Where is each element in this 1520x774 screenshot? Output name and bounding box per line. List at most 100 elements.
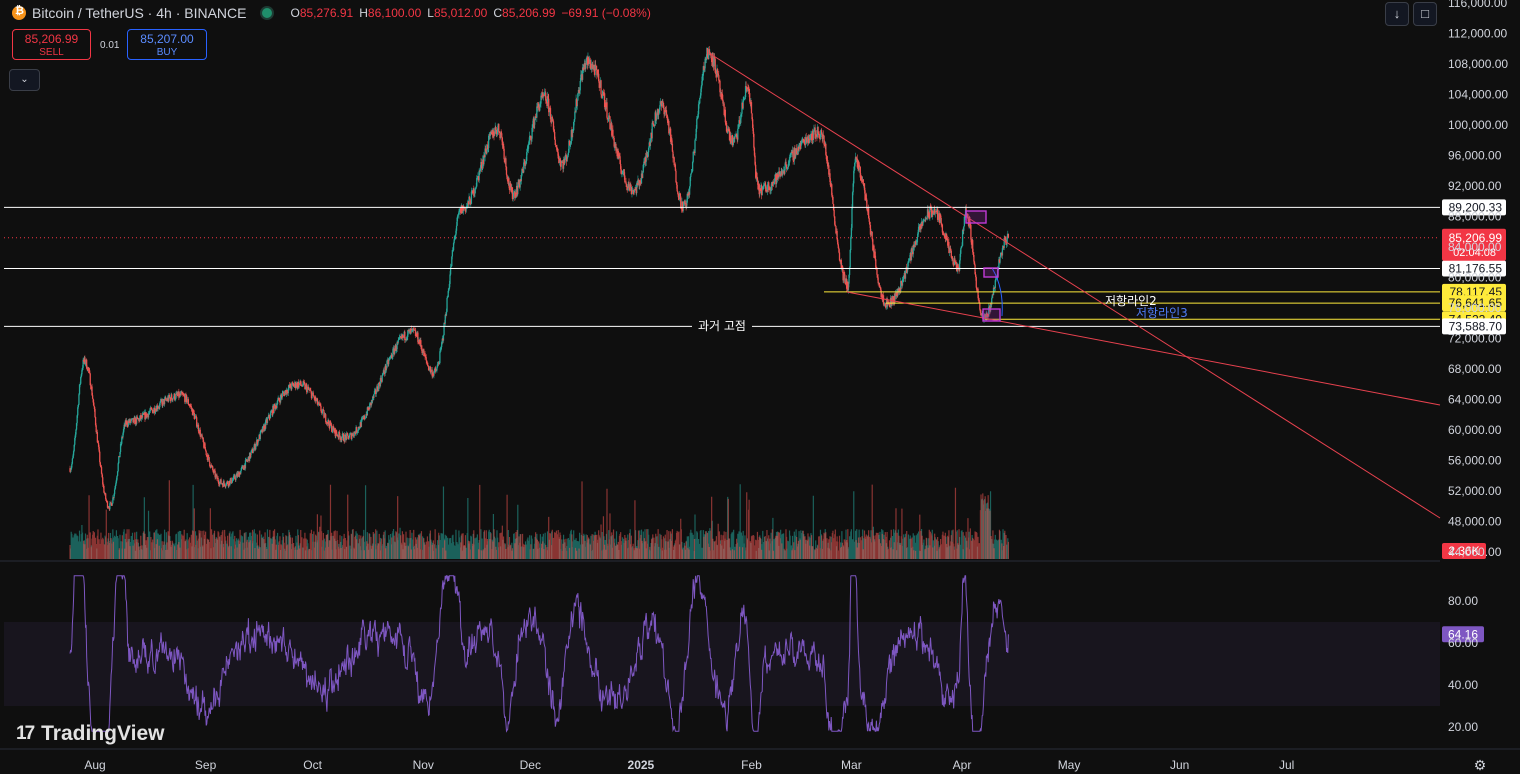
volume-last-label: 2.36K <box>1448 544 1479 558</box>
y-tick-label: 96,000.00 <box>1448 149 1502 163</box>
x-tick-label: Sep <box>195 758 217 772</box>
x-tick-label: Jun <box>1170 758 1189 772</box>
y-tick-label: 64,000.00 <box>1448 393 1502 407</box>
y-tick-label: 88,000.00 <box>1448 210 1502 224</box>
candle-bodies-down <box>69 48 1010 510</box>
x-tick-label: Dec <box>520 758 541 772</box>
download-arrow-icon[interactable]: ↓ <box>1385 2 1409 26</box>
level-label-bg <box>1442 295 1506 312</box>
annotation-past-high: 과거 고점 <box>698 319 746 333</box>
x-tick-label: Feb <box>741 758 762 772</box>
level-label: 73,588.70 <box>1449 319 1503 333</box>
level-label: 81,176.55 <box>1449 262 1503 276</box>
y-tick-label: 60,000.00 <box>1448 423 1502 437</box>
rsi-last-label: 64.16 <box>1448 627 1478 641</box>
settings-gear-icon: ⚙ <box>1474 757 1487 773</box>
volume-label-bg <box>1442 543 1486 559</box>
x-tick-label: Oct <box>303 758 322 772</box>
change-value: −69.91 (−0.08%) <box>561 6 651 20</box>
low-key: L <box>427 6 434 20</box>
y-tick-label: 100,000.00 <box>1448 118 1508 132</box>
y-tick-label: 72,000.00 <box>1448 332 1502 346</box>
y-tick-label: 80,000.00 <box>1448 271 1502 285</box>
spread-value: 0.01 <box>100 40 120 51</box>
candle-countdown-label: 02:04:08 <box>1453 247 1496 259</box>
rsi-tick-label: 80.00 <box>1448 594 1478 608</box>
high-value: 86,100.00 <box>367 6 422 20</box>
y-tick-label: 76,000.00 <box>1448 301 1502 315</box>
y-tick-label: 68,000.00 <box>1448 362 1502 376</box>
collapse-chevron-icon[interactable]: ⌄ <box>9 69 40 91</box>
y-tick-label: 84,000.00 <box>1448 240 1502 254</box>
x-tick-label: Apr <box>953 758 972 772</box>
y-tick-label: 104,000.00 <box>1448 88 1508 102</box>
grid-lines <box>0 560 1520 750</box>
sell-label: SELL <box>39 47 64 58</box>
level-label-bg <box>1442 199 1506 216</box>
resistance-trendline <box>708 52 1441 519</box>
rsi-tick-label: 60.00 <box>1448 636 1478 650</box>
buy-button[interactable]: 85,207.00 BUY <box>127 29 207 60</box>
x-tick-label: Aug <box>84 758 105 772</box>
rsi-line <box>69 575 1009 733</box>
open-key: O <box>290 6 300 20</box>
close-value: 85,206.99 <box>502 6 556 20</box>
blue-curve <box>991 267 1003 317</box>
low-value: 85,012.00 <box>433 6 488 20</box>
tradingview-logo[interactable]: 17 TradingView <box>16 722 164 746</box>
x-tick-label: May <box>1058 758 1081 772</box>
sell-price: 85,206.99 <box>24 32 79 46</box>
y-tick-label: 92,000.00 <box>1448 179 1502 193</box>
rsi-tick-label: 40.00 <box>1448 678 1478 692</box>
y-tick-label: 116,000.00 <box>1448 0 1507 10</box>
level-label-bg <box>1442 318 1506 335</box>
buy-price: 85,207.00 <box>140 32 194 46</box>
annotation-bg <box>692 318 752 333</box>
sell-button[interactable]: 85,206.99 SELL <box>12 29 91 60</box>
support-trendline <box>846 291 1441 406</box>
y-tick-label: 112,000.00 <box>1448 27 1507 41</box>
chart-header: Bitcoin / TetherUS · 4h · BINANCE O85,27… <box>12 4 651 22</box>
tradingview-logo-text: TradingView <box>41 722 165 745</box>
x-tick-label: Nov <box>413 758 434 772</box>
rsi-label-bg <box>1442 626 1484 643</box>
rsi-line-path <box>69 575 1009 733</box>
annotation-resistance-3: 저항라인3 <box>1136 306 1188 320</box>
highlight-box <box>982 308 1001 322</box>
rsi-band-fill <box>4 622 1440 706</box>
rsi-band <box>4 622 1440 706</box>
market-status-icon[interactable] <box>260 6 275 20</box>
trendlines[interactable] <box>708 52 1441 519</box>
horizontal-levels[interactable]: 89,200.3381,176.5578,117.4576,641.6574,5… <box>4 199 1506 643</box>
y-tick-label: 52,000.00 <box>1448 484 1502 498</box>
fullscreen-icon[interactable]: □ <box>1413 2 1437 26</box>
y-tick-label: 108,000.00 <box>1448 57 1508 71</box>
annotation-resistance-2: 저항라인2 <box>1105 294 1157 308</box>
level-label: 89,200.33 <box>1449 200 1503 214</box>
current-price-label: 85,206.99 <box>1449 231 1503 245</box>
bitcoin-icon <box>12 5 26 20</box>
symbol-title[interactable]: Bitcoin / TetherUS · 4h · BINANCE <box>32 5 247 21</box>
x-tick-label: Jul <box>1279 758 1294 772</box>
open-value: 85,276.91 <box>299 6 354 20</box>
tradingview-logo-icon: 17 <box>16 723 35 744</box>
close-key: C <box>493 6 503 20</box>
y-tick-label: 56,000.00 <box>1448 454 1502 468</box>
current-price-label-bg <box>1442 228 1506 261</box>
highlight-box <box>983 267 999 278</box>
y-tick-label: 48,000.00 <box>1448 515 1502 529</box>
rsi-tick-label: 20.00 <box>1448 720 1478 734</box>
buy-label: BUY <box>156 47 178 58</box>
x-tick-label: Mar <box>841 758 862 772</box>
y-tick-label: 44,000.00 <box>1448 545 1502 559</box>
high-key: H <box>359 6 368 20</box>
price-candles <box>69 46 1010 511</box>
ohlc-values: O85,276.91 H86,100.00 L85,012.00 C85,206… <box>290 6 650 20</box>
axes: 116,000.00 112,000.00 108,000.00 104,000.00… <box>84 0 1508 773</box>
level-label-bg <box>1442 260 1506 277</box>
volume-bars-down <box>69 480 1009 559</box>
level-label: 76,641.65 <box>1449 296 1503 310</box>
volume-bars <box>69 480 1009 559</box>
